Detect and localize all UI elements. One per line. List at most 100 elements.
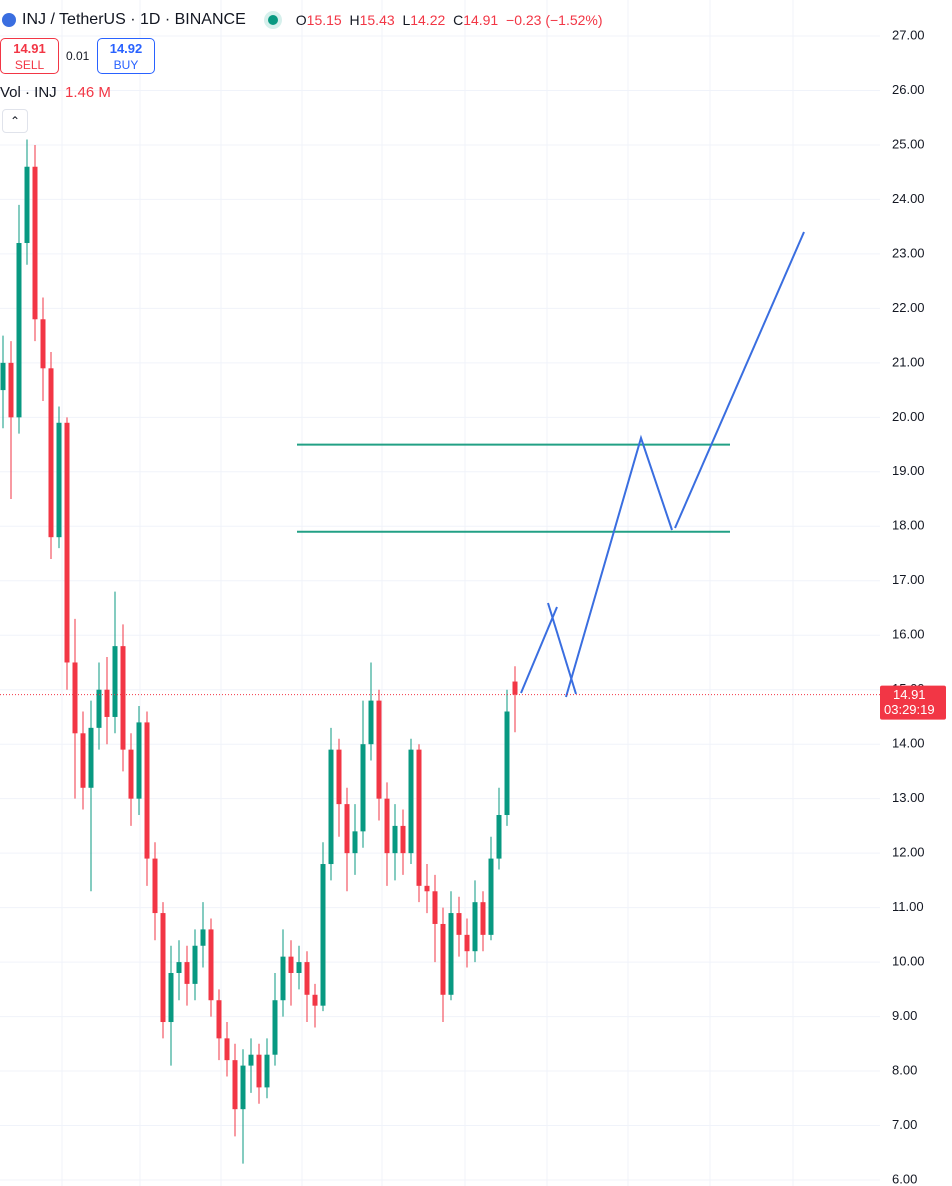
candle-body	[384, 798, 390, 854]
candle-body	[40, 319, 46, 369]
candle-body	[24, 166, 30, 244]
candle-body	[248, 1054, 254, 1066]
volume-label: Vol · INJ	[0, 84, 57, 101]
candle-body	[64, 422, 70, 663]
candle-body	[392, 825, 398, 854]
candle-body	[256, 1054, 262, 1088]
candles	[0, 139, 518, 1164]
y-tick-label: 24.00	[892, 191, 925, 206]
candle-body	[184, 962, 190, 984]
header: INJ / TetherUS · 1D · BINANCE O15.15 H15…	[0, 8, 603, 32]
candle-body	[504, 711, 510, 816]
candle-body	[360, 744, 366, 832]
y-tick-label: 7.00	[892, 1117, 917, 1132]
candle-body	[424, 885, 430, 892]
volume-legend: Vol · INJ 1.46 M	[0, 84, 111, 101]
candle-body	[112, 646, 118, 717]
candle-body	[72, 662, 78, 734]
candle-body	[208, 929, 214, 1001]
symbol: INJ / TetherUS · 1D · BINANCE	[22, 11, 246, 28]
ohlc: O15.15 H15.43 L14.22 C14.91 −0.23 (−1.52…	[296, 12, 603, 28]
candle-body	[144, 722, 150, 859]
candle-body	[192, 945, 198, 984]
sell-price: 14.91	[13, 41, 46, 56]
collapse-button[interactable]: ⌃	[2, 109, 28, 133]
y-tick-label: 10.00	[892, 954, 925, 969]
candle-body	[56, 422, 62, 538]
levels	[297, 443, 730, 533]
y-tick-label: 12.00	[892, 845, 925, 860]
sell-label: SELL	[14, 58, 45, 72]
c-label: C	[453, 12, 464, 28]
y-tick-label: 23.00	[892, 245, 925, 260]
candle-body	[96, 689, 102, 728]
change: −0.23 (−1.52%)	[506, 12, 603, 28]
candle-body	[32, 166, 38, 320]
h-value: 15.43	[359, 12, 395, 28]
candle-body	[336, 749, 342, 805]
last-price-box	[880, 685, 946, 720]
candle-body	[272, 1000, 278, 1055]
candle-body	[88, 727, 94, 788]
y-tick-label: 19.00	[892, 463, 925, 478]
o-value: 15.15	[306, 12, 342, 28]
price-axis: 27.00 26.00 25.00 24.00 23.00 22.00 21.00 20.00…	[892, 27, 925, 1186]
candle-body	[80, 733, 86, 788]
candle-body	[352, 831, 358, 854]
candle-body	[200, 929, 206, 946]
h-label: H	[349, 12, 360, 28]
candle-body	[296, 962, 302, 973]
candle-body	[232, 1060, 238, 1110]
projection-drawing	[520, 231, 805, 698]
sell-button[interactable]: 14.91 SELL	[0, 38, 59, 74]
l-label: L	[402, 12, 411, 28]
candle-body	[432, 891, 438, 924]
candle-body	[168, 972, 174, 1023]
candle-body	[488, 858, 494, 935]
candle-body	[416, 749, 422, 886]
candle-body	[320, 864, 326, 1006]
symbol-icon	[2, 13, 16, 27]
projection-line	[565, 434, 673, 698]
candle-body	[120, 646, 126, 750]
candle-body	[104, 689, 110, 717]
buy-label: BUY	[113, 58, 139, 72]
buy-price: 14.92	[109, 41, 143, 56]
last-price-label: 14.91	[893, 687, 926, 702]
y-tick-label: 22.00	[892, 300, 925, 315]
candle-body	[48, 368, 54, 538]
y-tick-label: 27.00	[892, 27, 925, 42]
candle-body	[448, 913, 454, 995]
status-dot	[267, 15, 278, 25]
volume-value: 1.46 M	[65, 84, 111, 101]
countdown-label: 03:29:19	[884, 702, 935, 717]
vertical-grid	[61, 0, 794, 1186]
candle-body	[216, 1000, 222, 1039]
candle-body	[464, 934, 470, 952]
candle-body	[368, 700, 374, 745]
candle-body	[280, 956, 286, 1001]
y-tick-label: 25.00	[892, 136, 925, 151]
y-tick-label: 20.00	[892, 409, 925, 424]
y-tick-label: 13.00	[892, 790, 925, 805]
candle-body	[288, 956, 294, 973]
candle-body	[408, 749, 414, 854]
candle-body	[312, 994, 318, 1006]
y-tick-label: 6.00	[892, 1171, 917, 1186]
candle-body	[400, 825, 406, 854]
candle-body	[8, 362, 14, 418]
candle-body	[328, 749, 334, 865]
grid	[0, 35, 880, 1181]
candle-body	[456, 913, 462, 935]
projection-line	[674, 231, 805, 529]
candle-body	[224, 1038, 230, 1061]
candle-body	[152, 858, 158, 914]
candle-body	[376, 700, 382, 799]
candle-body	[128, 749, 134, 799]
y-tick-label: 16.00	[892, 627, 925, 642]
candle-body	[512, 681, 518, 695]
l-value: 14.22	[410, 12, 446, 28]
buy-button[interactable]: 14.92 BUY	[97, 38, 155, 74]
candle-body	[160, 913, 166, 1023]
